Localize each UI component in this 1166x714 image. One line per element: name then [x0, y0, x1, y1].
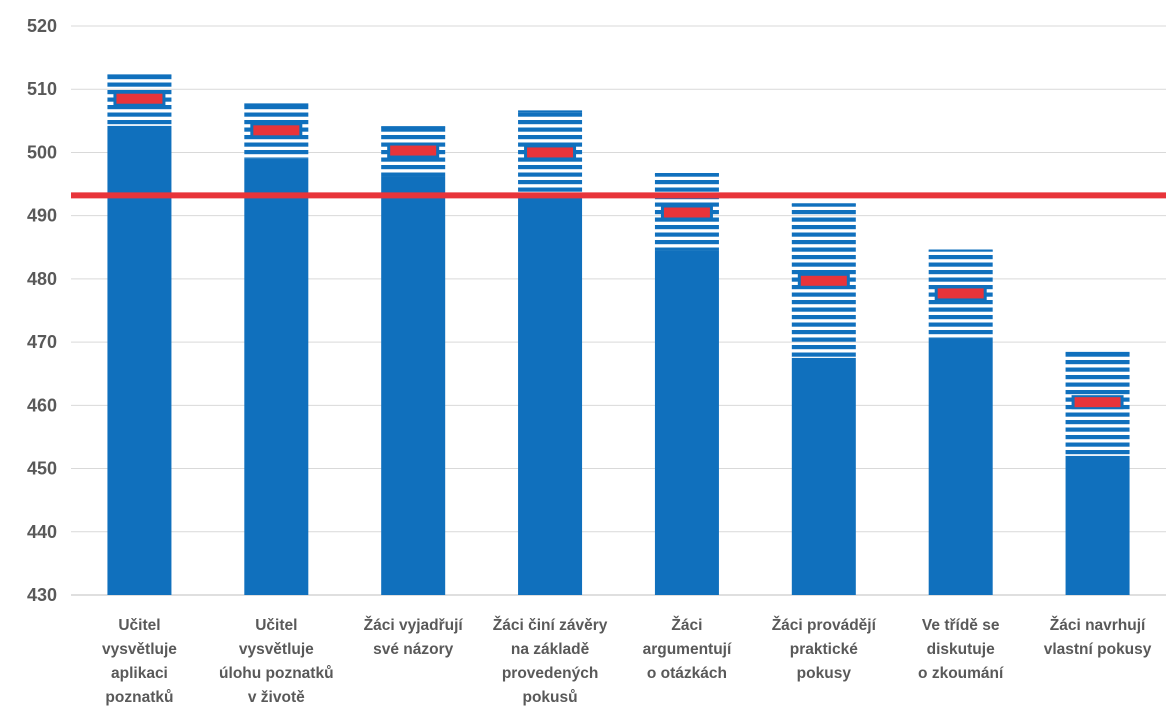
bar	[518, 193, 583, 596]
marker	[390, 145, 437, 156]
bar	[1065, 455, 1130, 595]
x-category-label: Žáci navrhují	[1050, 616, 1146, 634]
gridlines	[71, 25, 1166, 596]
bar	[791, 357, 856, 595]
marker	[663, 207, 710, 218]
marker	[116, 93, 163, 104]
x-category-label: v životě	[248, 689, 305, 706]
marker	[1074, 397, 1121, 408]
x-category-label: Žáci vyjadřují	[364, 616, 464, 634]
x-category-label: provedených	[502, 665, 598, 682]
x-category-label: vysvětluje	[239, 641, 314, 658]
bar	[244, 158, 309, 595]
x-category-label: Žáci provádějí	[772, 616, 877, 634]
bar	[654, 250, 719, 595]
y-tick-label: 480	[27, 269, 57, 289]
x-category-label: Žáci	[671, 616, 702, 634]
y-tick-label: 430	[27, 585, 57, 605]
bar	[381, 176, 446, 596]
marker	[527, 147, 574, 158]
x-category-label: úlohu poznatků	[219, 665, 334, 682]
y-tick-label: 450	[27, 459, 57, 479]
y-tick-label: 470	[27, 332, 57, 352]
y-tick-label: 440	[27, 522, 57, 542]
x-category-label: na základě	[511, 641, 590, 658]
x-category-label: o otázkách	[647, 665, 727, 682]
x-category-label: o zkoumání	[918, 665, 1004, 682]
x-axis: Učitel vysvětluje aplikaci poznatků Učitel vy…	[102, 616, 1152, 706]
x-category-label: Ve třídě se	[922, 617, 1000, 634]
x-category-label: Učitel	[255, 617, 297, 634]
x-category-label: vlastní pokusy	[1044, 641, 1152, 658]
bar	[928, 338, 993, 595]
x-category-label: aplikaci	[111, 665, 168, 682]
y-tick-label: 520	[27, 16, 57, 36]
y-tick-label: 460	[27, 395, 57, 415]
marker	[937, 288, 984, 299]
x-category-label: pokusy	[797, 665, 852, 682]
x-category-label: Žáci činí závěry	[493, 616, 608, 634]
bar	[107, 125, 172, 595]
y-tick-label: 510	[27, 79, 57, 99]
marker	[800, 275, 847, 286]
marker	[253, 125, 300, 136]
x-category-label: poznatků	[105, 689, 173, 706]
x-category-label: své názory	[373, 641, 454, 658]
y-axis: 430 440 450 460 470 480 490 500 510 520	[27, 16, 57, 605]
bars	[107, 74, 1130, 596]
y-tick-label: 490	[27, 206, 57, 226]
x-category-label: diskutuje	[927, 641, 995, 658]
x-category-label: praktické	[790, 641, 858, 658]
x-category-label: pokusů	[523, 689, 578, 706]
x-category-label: argumentují	[643, 641, 732, 658]
x-category-label: vysvětluje	[102, 641, 177, 658]
y-tick-label: 500	[27, 142, 57, 162]
x-category-label: Učitel	[118, 617, 160, 634]
